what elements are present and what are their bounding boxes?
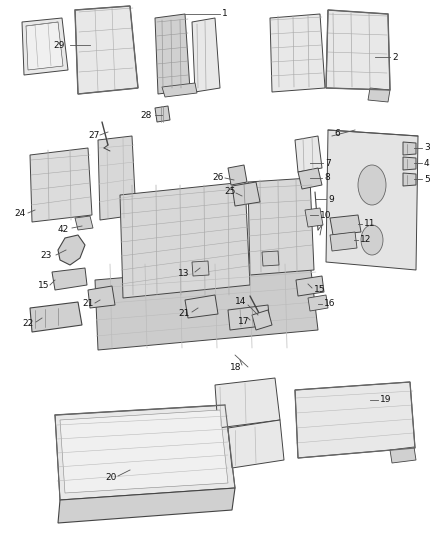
Polygon shape [22, 18, 68, 75]
Text: 12: 12 [360, 236, 371, 245]
Text: 10: 10 [320, 211, 332, 220]
Text: 28: 28 [140, 110, 152, 119]
Text: 29: 29 [53, 41, 65, 50]
Text: 2: 2 [392, 52, 398, 61]
Polygon shape [228, 420, 284, 468]
Text: 24: 24 [14, 209, 25, 219]
Text: 27: 27 [88, 132, 99, 141]
Polygon shape [295, 136, 322, 172]
Polygon shape [58, 235, 85, 265]
Text: 9: 9 [328, 195, 334, 204]
Polygon shape [185, 295, 218, 318]
Text: 4: 4 [424, 158, 430, 167]
Text: 11: 11 [364, 220, 375, 229]
Polygon shape [270, 14, 325, 92]
Polygon shape [326, 10, 390, 90]
Polygon shape [88, 286, 115, 308]
Polygon shape [248, 178, 314, 275]
Text: 1: 1 [222, 10, 228, 19]
Text: 23: 23 [40, 252, 51, 261]
Polygon shape [326, 130, 418, 270]
Polygon shape [296, 276, 324, 296]
Polygon shape [305, 208, 323, 227]
Polygon shape [308, 295, 328, 311]
Text: 21: 21 [82, 300, 93, 309]
Text: 6: 6 [334, 128, 340, 138]
Text: 13: 13 [178, 269, 190, 278]
Text: 42: 42 [58, 224, 69, 233]
Text: 20: 20 [105, 473, 117, 482]
Polygon shape [95, 262, 318, 350]
Polygon shape [155, 106, 170, 122]
Text: 15: 15 [314, 285, 325, 294]
Polygon shape [162, 83, 197, 97]
Polygon shape [390, 447, 416, 463]
Polygon shape [298, 168, 322, 189]
Text: 18: 18 [230, 364, 241, 373]
Text: 26: 26 [212, 173, 223, 182]
Text: 16: 16 [324, 300, 336, 309]
Polygon shape [192, 261, 209, 276]
Text: 25: 25 [224, 188, 235, 197]
Polygon shape [228, 165, 247, 185]
Text: 8: 8 [324, 174, 330, 182]
Polygon shape [262, 251, 279, 266]
Ellipse shape [361, 225, 383, 255]
Polygon shape [75, 6, 138, 94]
Polygon shape [368, 88, 390, 102]
Text: 14: 14 [235, 297, 246, 306]
Polygon shape [228, 305, 270, 330]
Polygon shape [58, 488, 235, 523]
Polygon shape [60, 410, 228, 493]
Text: 19: 19 [380, 395, 392, 405]
Text: 5: 5 [424, 174, 430, 183]
Text: 7: 7 [325, 158, 331, 167]
Polygon shape [26, 22, 63, 70]
Polygon shape [120, 182, 250, 298]
Polygon shape [98, 136, 136, 220]
Text: 21: 21 [178, 309, 189, 318]
Polygon shape [215, 378, 280, 428]
Polygon shape [55, 405, 235, 500]
Polygon shape [403, 142, 416, 155]
Polygon shape [403, 157, 416, 170]
Polygon shape [295, 382, 415, 458]
Polygon shape [232, 182, 260, 206]
Polygon shape [52, 268, 87, 290]
Polygon shape [403, 173, 416, 186]
Text: 3: 3 [424, 143, 430, 152]
Polygon shape [155, 14, 190, 94]
Text: 22: 22 [22, 319, 33, 327]
Ellipse shape [358, 165, 386, 205]
Text: 17: 17 [238, 318, 250, 327]
Text: 15: 15 [38, 281, 49, 290]
Polygon shape [330, 215, 361, 235]
Polygon shape [30, 302, 82, 332]
Polygon shape [330, 232, 357, 251]
Polygon shape [252, 310, 272, 330]
Polygon shape [30, 148, 92, 222]
Polygon shape [192, 18, 220, 92]
Polygon shape [75, 216, 93, 230]
